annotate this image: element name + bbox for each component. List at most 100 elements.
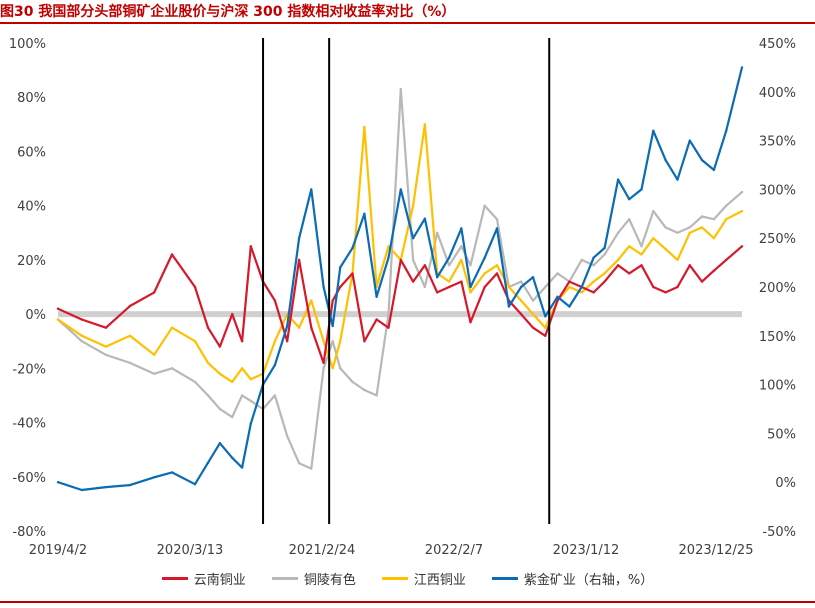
data-point-yunnan [193, 285, 197, 289]
data-point-yunnan [725, 258, 728, 262]
y2-tick-label: 450% [759, 37, 796, 52]
legend-swatch-jiangxi [381, 576, 408, 580]
data-point-tongling [469, 264, 472, 267]
y-tick-label: -60% [12, 471, 46, 486]
legend-swatch-tongling [271, 576, 298, 580]
data-point-jiangxi [740, 209, 744, 213]
data-point-yunnan [423, 264, 427, 267]
data-point-zijin [580, 285, 583, 289]
data-point-zijin [531, 276, 535, 279]
data-point-jiangxi [411, 204, 415, 207]
legend-item-jiangxi: 江西铜业 [381, 569, 466, 588]
data-point-jiangxi [568, 285, 571, 289]
data-point-zijin [170, 471, 174, 474]
data-point-zijin [712, 168, 716, 172]
data-point-zijin [469, 285, 472, 289]
data-point-yunnan [310, 326, 313, 329]
data-point-jiangxi [170, 326, 174, 329]
data-point-jiangxi [206, 361, 210, 365]
data-point-yunnan [387, 326, 390, 329]
data-point-yunnan [206, 326, 210, 329]
x-axis: 2019/4/2 2020/3/13 2021/2/24 2022/2/7 2023/1… [29, 543, 754, 558]
data-point-yunnan [375, 318, 378, 321]
data-point-tongling [592, 264, 595, 267]
x-tick-label: 2022/2/7 [425, 543, 483, 558]
data-point-jiangxi [725, 218, 728, 221]
data-point-jiangxi [580, 291, 583, 294]
data-point-tongling [664, 226, 667, 229]
data-point-zijin [231, 456, 234, 459]
data-point-zijin [628, 198, 631, 201]
data-point-yunnan [740, 245, 744, 248]
data-point-yunnan [544, 334, 547, 337]
data-point-tongling [740, 190, 744, 194]
data-point-zijin [616, 178, 620, 181]
data-point-zijin [104, 485, 108, 489]
data-point-zijin [273, 363, 277, 367]
data-point-zijin [411, 237, 415, 240]
data-point-tongling [104, 353, 108, 356]
legend-item-yunnan: 云南铜业 [161, 569, 246, 588]
data-point-tongling [218, 407, 222, 411]
data-point-yunnan [628, 272, 631, 275]
data-point-yunnan [128, 304, 132, 308]
data-point-tongling [310, 467, 313, 470]
line-chart: 100%80%60%40%20%0%-20%-40%-60%-80% 450%4… [9, 37, 796, 558]
y2-tick-label: 200% [759, 281, 796, 296]
data-point-yunnan [286, 340, 289, 343]
data-point-jiangxi [460, 258, 463, 262]
y2-tick-label: 50% [767, 427, 796, 442]
data-point-yunnan [460, 280, 463, 283]
y2-tick-label: 100% [759, 379, 796, 394]
data-point-yunnan [568, 280, 571, 283]
data-point-jiangxi [616, 258, 620, 262]
data-point-zijin [436, 276, 439, 279]
data-point-yunnan [322, 361, 325, 365]
data-point-tongling [580, 258, 583, 262]
data-point-tongling [460, 245, 463, 248]
data-point-jiangxi [664, 247, 667, 251]
data-point-jiangxi [469, 291, 472, 294]
data-point-jiangxi [363, 125, 366, 129]
data-point-jiangxi [531, 312, 535, 316]
data-point-jiangxi [483, 272, 486, 275]
data-point-jiangxi [447, 280, 451, 283]
data-point-yunnan [411, 280, 415, 283]
y-tick-label: -40% [12, 417, 46, 432]
data-point-yunnan [240, 340, 244, 343]
data-point-jiangxi [153, 353, 156, 356]
data-point-zijin [56, 481, 60, 484]
data-point-yunnan [331, 299, 334, 302]
y2-tick-label: 300% [759, 183, 796, 198]
data-point-yunnan [273, 299, 277, 302]
data-point-tongling [153, 372, 156, 375]
left-y-axis: 100% 80% 60% 40% 20% 0% -20% -40% -60% -80% [9, 37, 46, 540]
legend-label-jiangxi: 江西铜业 [413, 572, 466, 588]
data-point-yunnan [231, 312, 234, 316]
data-point-zijin [676, 178, 679, 181]
data-point-tongling [170, 367, 174, 370]
data-point-jiangxi [331, 367, 334, 370]
chart-legend: 云南铜业 铜陵有色 江西铜业 紫金矿业（右轴，%） [0, 567, 815, 589]
data-point-tongling [351, 380, 354, 384]
data-point-tongling [387, 312, 390, 316]
data-point-tongling [544, 285, 547, 289]
data-point-tongling [447, 264, 451, 267]
data-point-tongling [375, 394, 378, 397]
legend-item-tongling: 铜陵有色 [271, 569, 356, 588]
data-point-tongling [688, 226, 691, 229]
data-point-zijin [725, 129, 728, 132]
data-point-zijin [153, 476, 156, 479]
y2-tick-label: 0% [775, 476, 796, 491]
y2-tick-label: 250% [759, 232, 796, 247]
data-point-tongling [128, 361, 132, 365]
data-point-tongling [436, 231, 439, 234]
data-point-tongling [411, 258, 415, 262]
data-point-zijin [688, 139, 691, 142]
data-point-yunnan [351, 272, 354, 275]
data-point-zijin [80, 488, 84, 492]
data-point-tongling [363, 388, 366, 392]
series-line-jiangxi [57, 123, 743, 383]
right-y-axis: 450% 400% 350% 300% 250% 200% 150% 100% 50% 0% -50… [759, 37, 796, 540]
data-point-jiangxi [249, 378, 252, 381]
